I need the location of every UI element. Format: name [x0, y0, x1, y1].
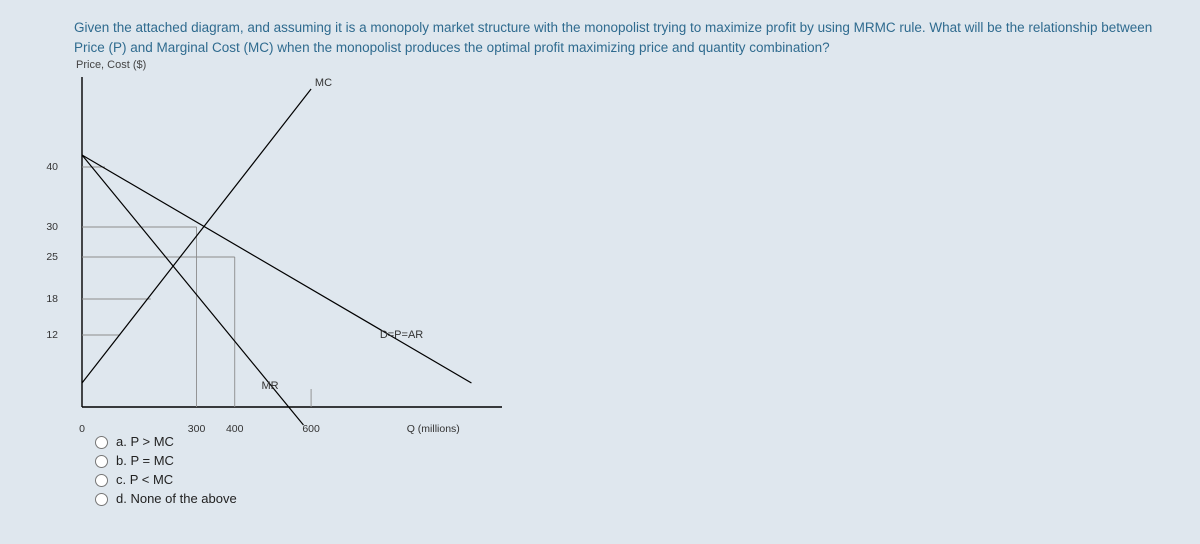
curve-label-mr: MR: [261, 380, 278, 392]
x-tick-600: 600: [302, 423, 320, 435]
option-c[interactable]: c. P < MC: [90, 471, 1170, 487]
option-d-label: d. None of the above: [116, 491, 237, 506]
radio-a[interactable]: [95, 436, 108, 449]
chart-svg: [82, 77, 502, 407]
option-b-label: b. P = MC: [116, 453, 174, 468]
option-a[interactable]: a. P > MC: [90, 433, 1170, 449]
x-axis-label: Q (millions): [407, 423, 460, 435]
answer-options: a. P > MC b. P = MC c. P < MC d. None of…: [90, 433, 1170, 506]
curve-label-mc: MC: [315, 77, 332, 89]
x-tick-300: 300: [188, 423, 206, 435]
radio-c[interactable]: [95, 474, 108, 487]
y-tick-12: 12: [46, 329, 58, 341]
x-tick-400: 400: [226, 423, 244, 435]
x-tick-0: 0: [79, 423, 85, 435]
option-d[interactable]: d. None of the above: [90, 490, 1170, 506]
y-tick-25: 25: [46, 251, 58, 263]
option-b[interactable]: b. P = MC: [90, 452, 1170, 468]
option-c-label: c. P < MC: [116, 472, 173, 487]
page: { "question": { "text": "Given the attac…: [0, 0, 1200, 544]
question-text: Given the attached diagram, and assuming…: [74, 18, 1170, 57]
y-tick-18: 18: [46, 293, 58, 305]
curve-label-d: D=P=AR: [380, 329, 423, 341]
y-tick-30: 30: [46, 221, 58, 233]
option-a-label: a. P > MC: [116, 434, 174, 449]
y-axis-title: Price, Cost ($): [76, 59, 1170, 71]
radio-d[interactable]: [95, 493, 108, 506]
radio-b[interactable]: [95, 455, 108, 468]
y-tick-40: 40: [46, 161, 58, 173]
monopoly-diagram: 1218253040 0300400600Q (millions) MCD=P=…: [82, 77, 502, 407]
